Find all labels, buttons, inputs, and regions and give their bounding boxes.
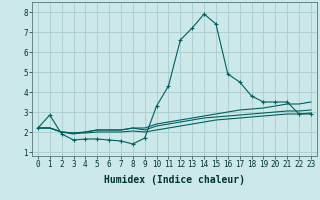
- X-axis label: Humidex (Indice chaleur): Humidex (Indice chaleur): [104, 175, 245, 185]
